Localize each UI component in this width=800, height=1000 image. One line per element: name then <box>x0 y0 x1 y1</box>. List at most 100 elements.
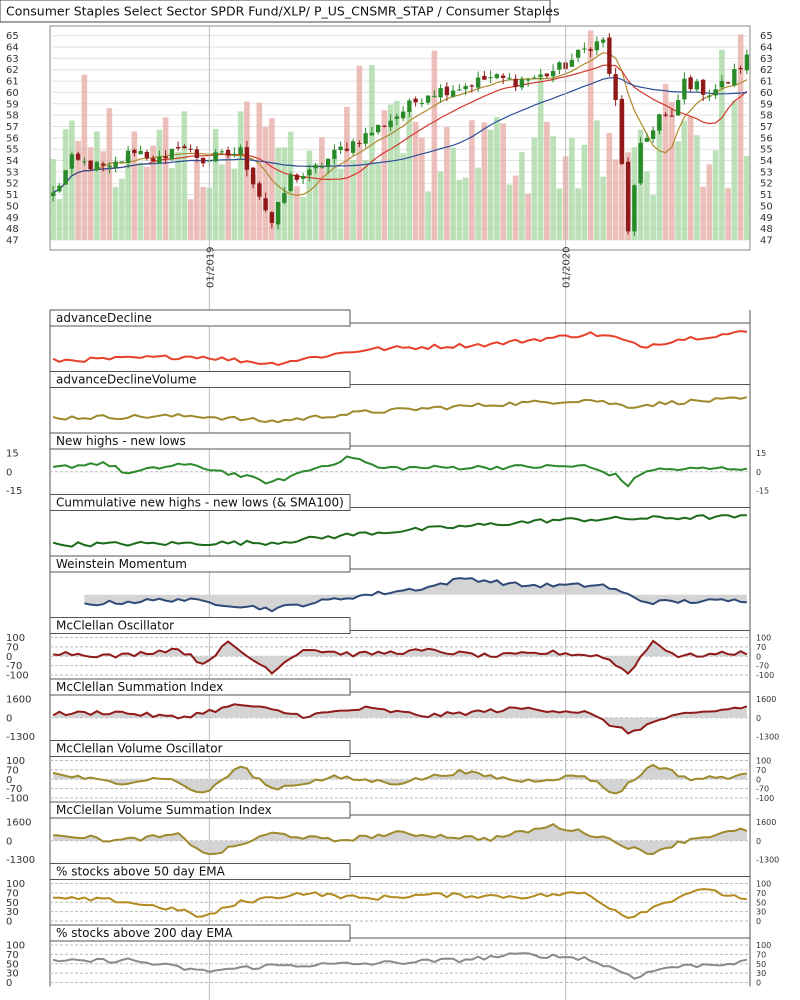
panel-tick-label-left: 15 <box>6 449 19 460</box>
volume-bar <box>587 30 594 241</box>
volume-bar <box>156 129 163 240</box>
date-label: 01/2020 <box>562 246 573 288</box>
volume-bar <box>106 108 113 240</box>
volume-bar <box>350 159 356 240</box>
panel-title: advanceDeclineVolume <box>56 373 197 387</box>
volume-bar <box>737 34 744 241</box>
candlestick <box>63 169 68 185</box>
volume-bar <box>612 159 619 240</box>
panel-tick-label-left: 0 <box>6 978 12 989</box>
volume-bar <box>594 120 600 240</box>
volume-bar <box>331 156 338 240</box>
volume-bar <box>175 152 181 240</box>
price-tick-label-right: 62 <box>760 65 773 76</box>
volume-bar <box>456 179 463 240</box>
volume-bar <box>112 186 119 240</box>
panel-tick-label-right: 30 <box>756 908 766 917</box>
panel-series-line <box>52 703 748 735</box>
panel-title-box <box>49 555 351 573</box>
panel-tick-label-left: 1600 <box>6 695 31 706</box>
candlestick <box>663 112 668 118</box>
candlestick <box>344 142 350 152</box>
candlestick <box>250 166 256 189</box>
candlestick <box>357 140 362 148</box>
price-tick-label-right: 63 <box>760 54 773 65</box>
indicator-panel: McClellan Volume Summation Index 1600 1600… <box>6 801 779 866</box>
volume-bar <box>131 131 138 240</box>
panel-tick-label-left: 0 <box>6 652 12 663</box>
panel-tick-label-left: 100 <box>6 633 25 644</box>
candlestick <box>188 144 193 153</box>
candlestick <box>119 161 125 163</box>
indicator-panel: advanceDecline <box>49 309 751 372</box>
price-tick-label-left: 62 <box>6 65 19 76</box>
panel-tick-label-left: 100 <box>6 941 25 952</box>
candlestick <box>244 140 250 177</box>
volume-bar <box>344 106 350 240</box>
panel-series-line <box>53 823 748 856</box>
panel-series-line <box>52 952 748 980</box>
panel-area-fill <box>53 704 747 734</box>
panel-tick-label-right: 70 <box>756 643 766 652</box>
candlestick <box>475 71 481 93</box>
candlestick <box>194 146 200 163</box>
panel-title-box <box>49 740 351 757</box>
candlestick <box>600 37 606 48</box>
candlestick <box>113 156 118 173</box>
volume-bar <box>694 135 700 240</box>
panel-title-box <box>49 309 351 327</box>
panel-series-line <box>84 577 747 613</box>
volume-bar <box>681 120 688 240</box>
candlestick <box>432 90 437 98</box>
volume-bar <box>475 167 481 240</box>
candlestick <box>550 64 556 83</box>
volume-bar <box>212 128 219 240</box>
moving-average-sma50 <box>52 51 748 197</box>
panel-tick-label-left: -1300 <box>6 855 35 866</box>
candlestick <box>294 173 300 183</box>
panel-tick-label-right: 100 <box>756 757 771 766</box>
price-tick-label-right: 50 <box>760 201 773 212</box>
panel-tick-label-right: 0 <box>756 979 761 988</box>
price-tick-label-left: 61 <box>6 77 19 88</box>
price-tick-label-left: 47 <box>6 236 19 247</box>
price-tick-label-left: 60 <box>6 88 19 99</box>
volume-bar <box>669 101 675 240</box>
panel-tick-label-left: 100 <box>6 879 25 890</box>
candlestick <box>400 106 406 122</box>
candlestick <box>50 185 56 202</box>
candlestick <box>332 144 337 165</box>
volume-bar <box>744 156 750 240</box>
volume-bar <box>169 168 175 240</box>
candlestick <box>744 49 750 75</box>
candlestick <box>650 126 656 144</box>
panel-title: advanceDecline <box>56 311 152 325</box>
candlestick <box>694 78 700 93</box>
panel-tick-label-left: 50 <box>6 898 19 909</box>
indicator-panel: New highs - new lows 15 15 0 0 -15 -15 <box>6 432 769 497</box>
candlestick <box>369 127 375 136</box>
price-tick-label-left: 50 <box>6 201 19 212</box>
candlestick <box>382 125 387 128</box>
panel-tick-label-right: -100 <box>756 794 774 803</box>
panel-title: Weinstein Momentum <box>56 557 187 571</box>
price-tick-label-right: 65 <box>760 31 773 42</box>
price-tick-label-left: 58 <box>6 111 19 122</box>
price-tick-label-right: 56 <box>760 133 773 144</box>
volume-bar <box>575 188 581 240</box>
moving-average-sma200 <box>52 76 747 194</box>
volume-bar <box>706 164 713 240</box>
volume-bar <box>275 147 281 240</box>
price-tick-label-right: 58 <box>760 111 773 122</box>
panel-title-box <box>49 371 351 388</box>
candlestick <box>582 42 587 54</box>
candlestick <box>232 147 237 158</box>
panel-title-box <box>49 801 351 819</box>
indicator-panels: advanceDecline advanceDeclineVolume New hi… <box>6 309 779 989</box>
candlestick <box>707 89 712 102</box>
price-tick-label-right: 57 <box>760 122 773 133</box>
panel-tick-label-right: 0 <box>756 652 761 661</box>
price-tick-label-left: 59 <box>6 99 19 110</box>
candlestick <box>532 75 537 80</box>
volume-bar <box>75 140 81 240</box>
